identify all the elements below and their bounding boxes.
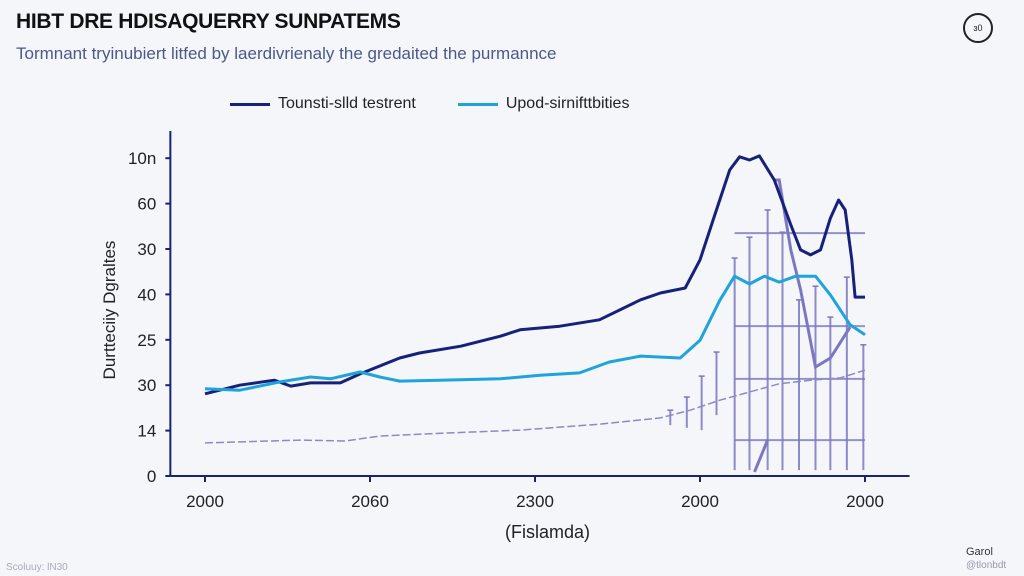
overlay-line [774,178,852,370]
legend-swatch [457,102,498,106]
badge-icon: ɜ0 [963,13,993,43]
brand-handle: @tlonbdt [966,560,1007,571]
y-tick-label: 0 [147,467,156,486]
x-tick-label: 2300 [516,492,554,511]
legend: Tounsti-slld testrent Upod-sirnifttbitie… [230,95,629,113]
x-tick-label: 2000 [681,492,719,511]
x-tick-label: 2000 [186,492,224,511]
legend-item-series-2: Upod-sirnifttbities [457,95,630,113]
x-tick-label: 2060 [351,492,389,511]
x-tick-label: 2000 [846,492,884,511]
x-axis-label: (Fislamda) [505,522,591,542]
legend-item-series-1: Tounsti-slld testrent [230,95,416,113]
y-tick-label: 60 [137,195,156,214]
y-tick-label: 14 [137,422,156,441]
y-tick-label: 30 [137,376,156,395]
legend-swatch [230,102,270,106]
series-line-1 [204,154,865,396]
overlay-segment [753,439,769,473]
footer-source: Scoluuy: lN30 [6,562,68,573]
legend-label: Tounsti-slld testrent [278,95,416,112]
brand-name: Garol [966,546,993,558]
y-tick-label: 10n [128,149,156,168]
legend-label: Upod-sirnifttbities [505,95,630,112]
y-tick-label: 40 [137,285,156,304]
chart-title: HIBT DRE HDISAQUERRY SUNPATEMS [16,10,401,33]
footer-brand: Garol @tlonbdt [966,546,1006,572]
y-axis-label: Durtteciiy Dgraltes [100,240,119,380]
series-line-3 [204,369,866,444]
series-line-2 [204,274,866,392]
chart-subtitle: Tormnant tryinubiert litfed by laerdivri… [16,44,557,63]
y-tick-label: 30 [137,240,156,259]
y-tick-label: 25 [137,331,156,350]
